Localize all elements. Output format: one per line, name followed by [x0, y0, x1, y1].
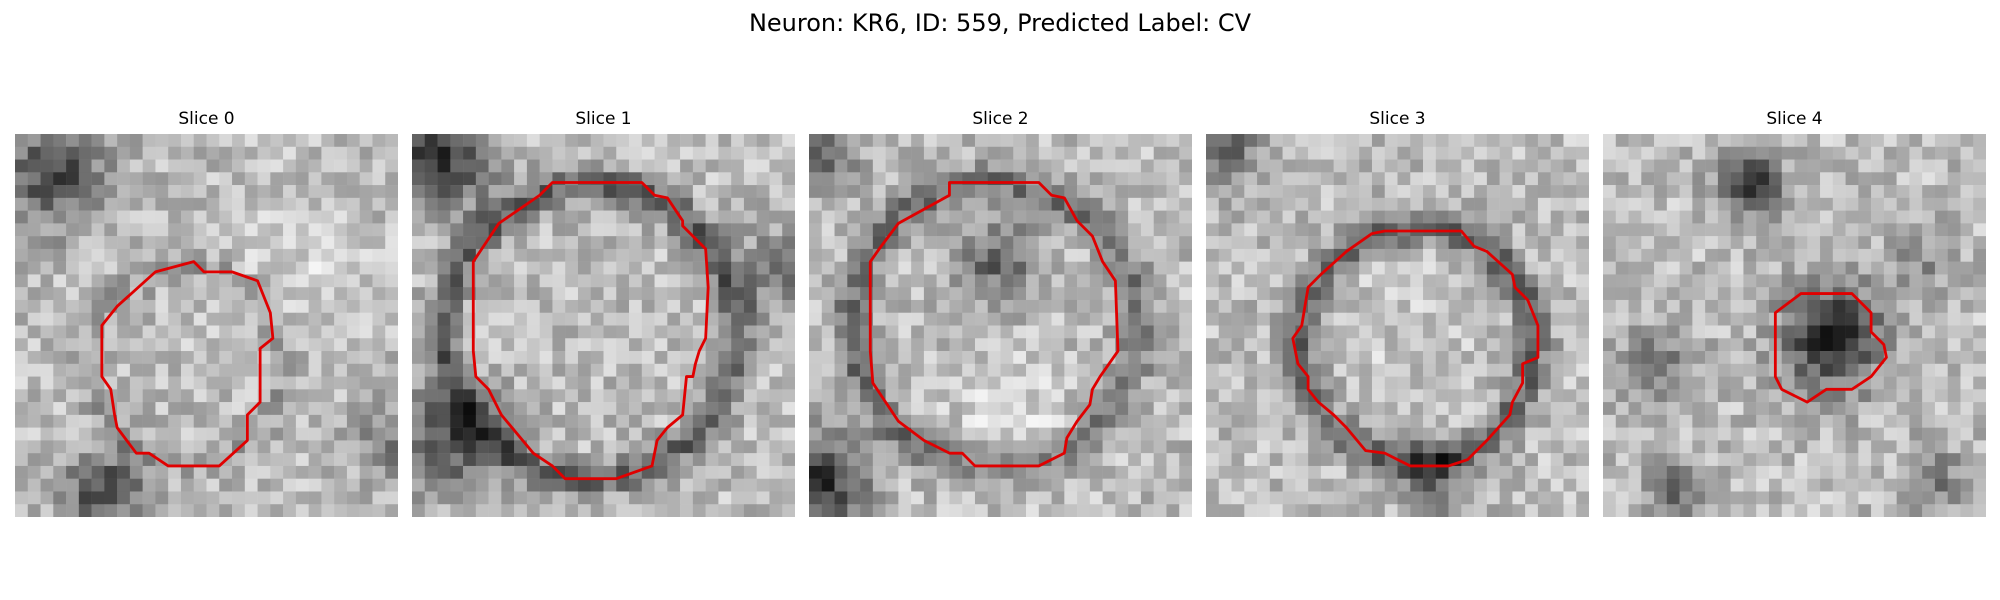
segmentation-contour-2 [868, 181, 1120, 468]
slice-panel-2: Slice 2 [809, 108, 1192, 518]
slice-panel-0: Slice 0 [15, 108, 398, 518]
slice-title-2: Slice 2 [972, 109, 1029, 129]
slice-panel-3: Slice 3 [1206, 108, 1589, 518]
pixel-grid-1 [412, 134, 795, 517]
slice-title-4: Slice 4 [1766, 109, 1823, 129]
slice-panel-1: Slice 1 [412, 108, 795, 518]
pixel-grid-0 [15, 134, 398, 517]
pixel-grid-3 [1206, 134, 1589, 517]
slice-image-4 [1603, 134, 1986, 517]
slice-image-2 [809, 134, 1192, 517]
slice-image-1 [412, 134, 795, 517]
pixel-grid-2 [809, 134, 1192, 517]
slice-title-3: Slice 3 [1369, 109, 1426, 129]
slice-image-3 [1206, 134, 1589, 517]
segmentation-contour-4 [1773, 292, 1888, 404]
slice-title-0: Slice 0 [178, 109, 235, 129]
segmentation-contour-0 [100, 260, 275, 468]
slice-title-1: Slice 1 [575, 109, 632, 129]
slice-panel-4: Slice 4 [1603, 108, 1986, 518]
segmentation-contour-1 [471, 181, 710, 481]
slice-image-0 [15, 134, 398, 517]
segmentation-contour-3 [1291, 229, 1540, 468]
pixel-grid-4 [1603, 134, 1986, 517]
figure-title: Neuron: KR6, ID: 559, Predicted Label: C… [748, 9, 1252, 37]
